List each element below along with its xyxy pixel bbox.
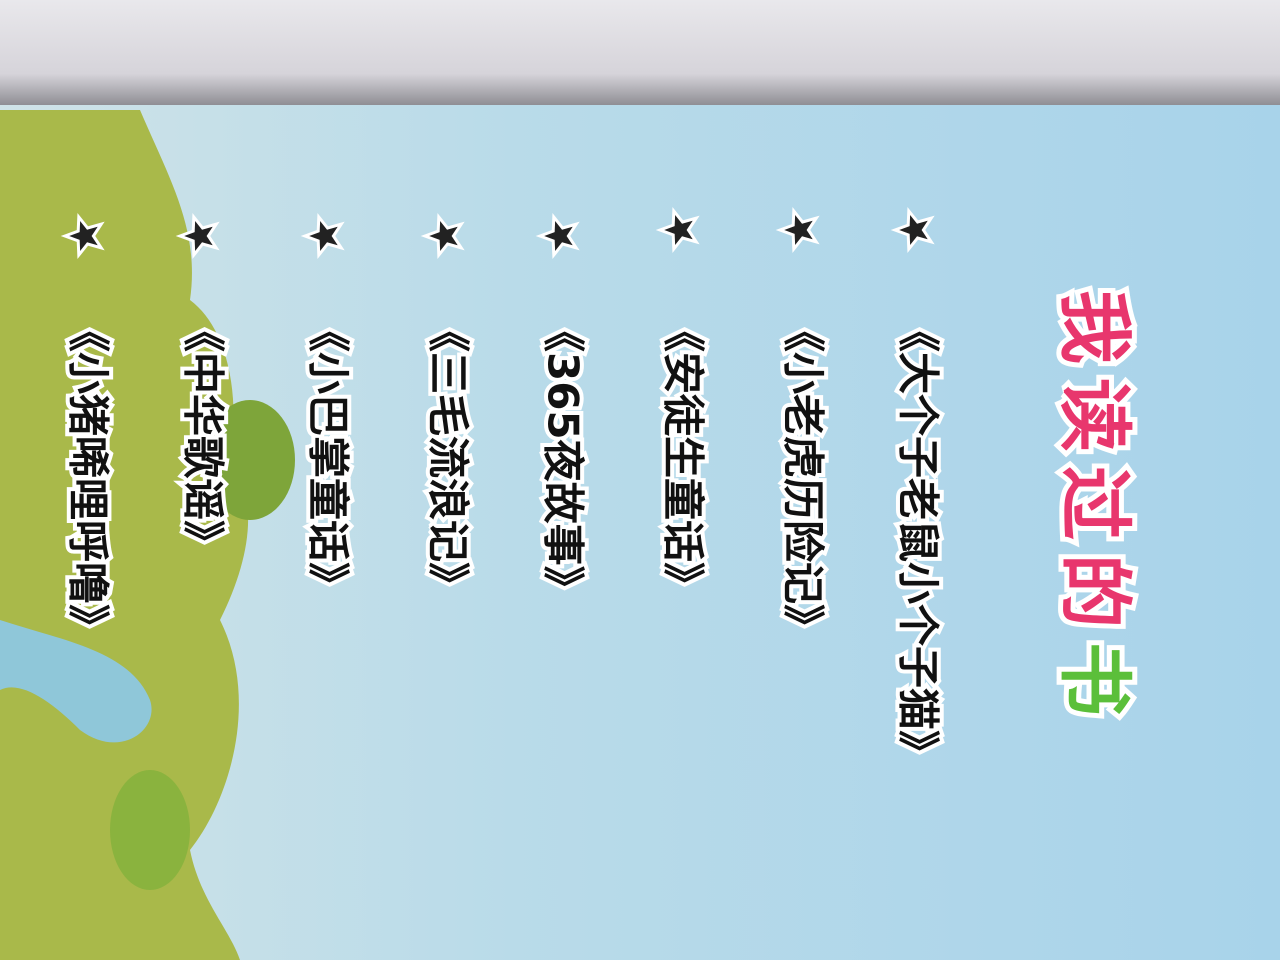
title-char: 的	[1051, 554, 1137, 628]
title-char: 我	[1051, 290, 1137, 364]
star-bullet	[535, 212, 580, 260]
star-bullet	[60, 212, 105, 260]
tree	[110, 770, 190, 890]
star-bullet	[175, 212, 220, 260]
book-title: 《中华歌谣》	[179, 310, 228, 562]
title-char: 过	[1051, 466, 1137, 540]
paper-curl	[0, 0, 1280, 105]
title: 我读过的书	[1051, 290, 1137, 716]
book-title: 《小巴掌童话》	[304, 310, 353, 604]
star-bullet	[890, 206, 935, 254]
content: 我读过的书 《大个子老鼠小个子猫》 《小老虎历险记》 《安徒生童话》 《365夜故事》 《…	[60, 206, 1143, 776]
book-title: 《小老虎历险记》	[779, 310, 828, 646]
star-bullet	[775, 206, 820, 254]
book-title: 《大个子老鼠小个子猫》	[894, 310, 943, 772]
hills	[0, 110, 249, 960]
title-char: 读	[1051, 378, 1137, 452]
river	[0, 620, 152, 743]
star-bullet	[300, 212, 345, 260]
title-char: 书	[1051, 642, 1137, 716]
star-bullet	[655, 206, 700, 254]
book-title: 《小猪唏哩呼噜》	[64, 310, 113, 646]
book-title: 《三毛流浪记》	[424, 310, 473, 604]
tree	[205, 400, 295, 520]
book-title: 《365夜故事》	[539, 310, 588, 608]
book-title: 《安徒生童话》	[659, 310, 708, 604]
star-bullet	[420, 212, 465, 260]
